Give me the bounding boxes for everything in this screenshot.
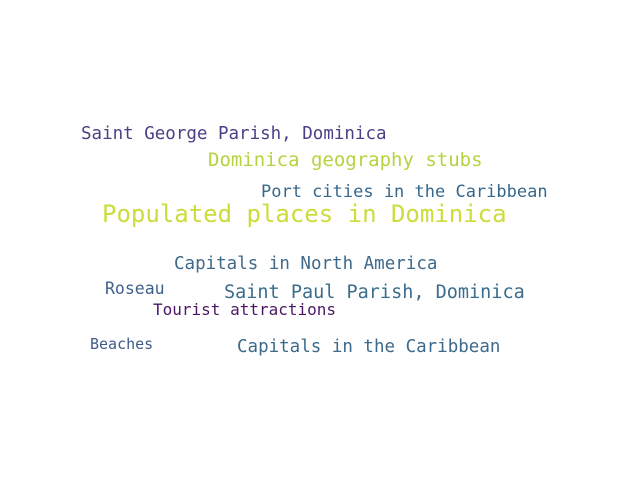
- word-populated-places-in-dominica: Populated places in Dominica: [102, 200, 507, 228]
- word-capitals-in-north-america: Capitals in North America: [174, 254, 438, 274]
- word-roseau: Roseau: [105, 279, 165, 298]
- word-saint-paul-parish: Saint Paul Parish, Dominica: [224, 282, 525, 303]
- word-beaches: Beaches: [90, 335, 154, 353]
- word-capitals-in-the-caribbean: Capitals in the Caribbean: [237, 337, 501, 357]
- word-dominica-geography-stubs: Dominica geography stubs: [208, 149, 483, 171]
- word-port-cities-in-the-caribbean: Port cities in the Caribbean: [261, 182, 548, 202]
- word-saint-george-parish: Saint George Parish, Dominica: [81, 124, 387, 144]
- word-tourist-attractions: Tourist attractions: [153, 300, 337, 319]
